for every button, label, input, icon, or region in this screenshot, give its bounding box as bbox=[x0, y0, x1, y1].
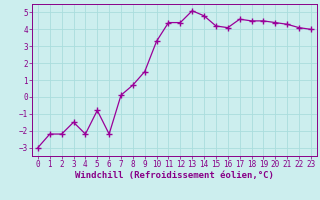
X-axis label: Windchill (Refroidissement éolien,°C): Windchill (Refroidissement éolien,°C) bbox=[75, 171, 274, 180]
